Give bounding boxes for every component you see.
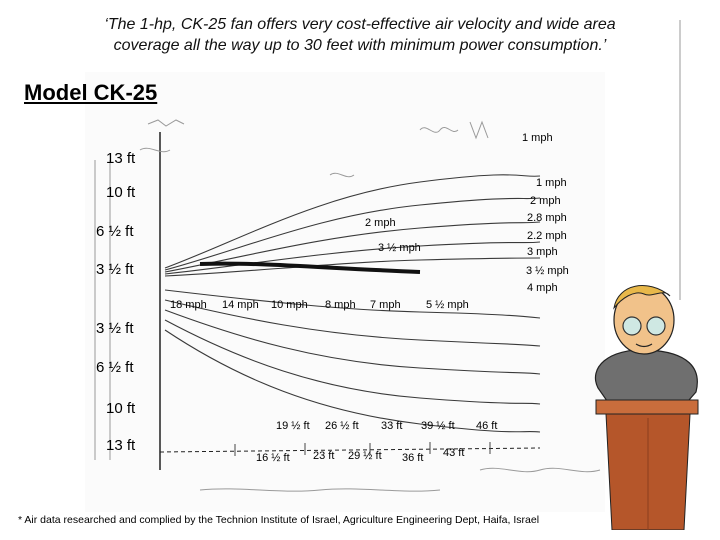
left-scale-label: 3 ½ ft: [96, 261, 134, 278]
plot-speed-label: 10 mph: [271, 299, 308, 311]
curve-upper-3: [164, 221, 541, 273]
model-title: Model CK-25: [24, 80, 158, 105]
right-speed-label: 2 mph: [530, 195, 561, 207]
distance-label: 39 ½ ft: [421, 420, 455, 432]
glasses-icon: [622, 316, 642, 336]
distance-label: 19 ½ ft: [276, 420, 310, 432]
distance-axis: [159, 447, 541, 453]
left-scale-label: 13 ft: [106, 150, 136, 167]
right-speed-label: 1 mph: [522, 132, 553, 144]
curve-upper-1: [164, 174, 541, 269]
right-speed-label: 3 ½ mph: [526, 265, 569, 277]
scanned-sheet: [85, 72, 605, 512]
left-scale-label: 10 ft: [106, 400, 136, 417]
curve-upper-4: [164, 241, 541, 275]
quote-line-2: coverage all the way up to 30 feet with …: [113, 37, 607, 54]
distance-label: 16 ½ ft: [256, 452, 290, 464]
upper-speed-label: 3 ½ mph: [378, 242, 421, 254]
left-scale-label: 3 ½ ft: [96, 320, 134, 337]
curve-upper-5: [164, 257, 541, 277]
distance-ticks: [234, 442, 491, 456]
quote-line-1: ‘The 1-hp, CK-25 fan offers very cost-ef…: [104, 16, 616, 33]
distance-label: 26 ½ ft: [325, 420, 359, 432]
curve-upper-2: [164, 197, 541, 271]
distance-label: 36 ft: [402, 452, 423, 464]
right-speed-label: 2.2 mph: [527, 230, 567, 242]
plot-speed-label: 18 mph: [170, 299, 207, 311]
footer-note: * Air data researched and complied by th…: [18, 514, 540, 526]
curve-lower-2: [164, 299, 541, 347]
distance-label: 43 ft: [443, 447, 464, 459]
presenter-mouth: [635, 343, 653, 348]
left-scale-label: 6 ½ ft: [96, 223, 134, 240]
right-speed-label: 3 mph: [527, 246, 558, 258]
plot-speed-label: 14 mph: [222, 299, 259, 311]
plot-speed-label: 8 mph: [325, 299, 356, 311]
curve-lower-5: [164, 329, 541, 433]
handwriting-marks: [94, 20, 681, 492]
distance-label: 23 ft: [313, 450, 334, 462]
presenter-illustration: [594, 285, 699, 530]
right-speed-label: 2.8 mph: [527, 212, 567, 224]
airflow-curves: [164, 174, 541, 433]
distance-label: 33 ft: [381, 420, 402, 432]
left-scale-label: 6 ½ ft: [96, 359, 134, 376]
presenter-body: [594, 349, 698, 409]
right-speed-label: 1 mph: [536, 177, 567, 189]
plot-speed-label: 7 mph: [370, 299, 401, 311]
core-airflow: [199, 261, 421, 274]
presenter-hair: [613, 285, 671, 310]
distance-label: 46 ft: [476, 420, 497, 432]
left-scale-label: 13 ft: [106, 437, 136, 454]
distance-label: 29 ½ ft: [348, 450, 382, 462]
glasses-icon: [646, 316, 666, 336]
plot-speed-label: 5 ½ mph: [426, 299, 469, 311]
quote-text: ‘The 1-hp, CK-25 fan offers very cost-ef…: [40, 14, 680, 56]
curve-lower-4: [164, 319, 541, 405]
right-speed-label: 4 mph: [527, 282, 558, 294]
upper-speed-label: 2 mph: [365, 217, 396, 229]
curve-lower-3: [164, 309, 541, 375]
curve-lower-1: [164, 289, 541, 319]
left-scale-label: 10 ft: [106, 184, 136, 201]
podium-top: [595, 399, 699, 415]
